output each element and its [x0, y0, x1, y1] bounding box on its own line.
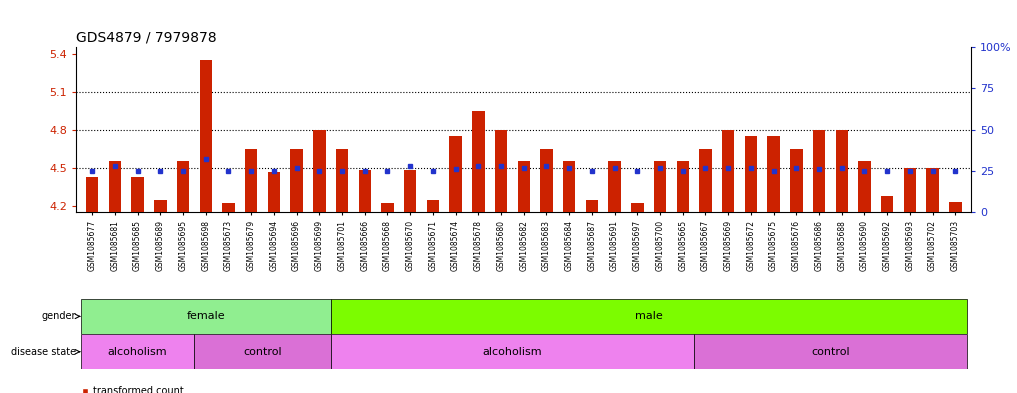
Bar — [291, 149, 303, 212]
Text: gender: gender — [42, 311, 76, 321]
Bar — [223, 203, 235, 212]
Bar — [472, 111, 484, 212]
Bar — [540, 149, 552, 212]
Text: control: control — [812, 347, 850, 357]
Bar — [881, 196, 894, 212]
Bar — [177, 162, 189, 212]
Bar — [331, 299, 967, 334]
Bar — [632, 203, 644, 212]
Bar — [654, 162, 666, 212]
Bar — [199, 60, 212, 212]
Bar — [194, 334, 331, 369]
Bar — [109, 162, 121, 212]
Bar — [518, 162, 530, 212]
Bar — [836, 130, 848, 212]
Bar — [313, 130, 325, 212]
Bar — [154, 200, 167, 212]
Bar — [245, 149, 257, 212]
Text: disease state: disease state — [11, 347, 76, 357]
Bar — [813, 130, 825, 212]
Text: alcoholism: alcoholism — [483, 347, 542, 357]
Bar — [80, 334, 194, 369]
Bar — [904, 168, 916, 212]
Bar — [722, 130, 734, 212]
Bar — [267, 172, 280, 212]
Legend: transformed count, percentile rank within the sample: transformed count, percentile rank withi… — [81, 386, 257, 393]
Bar — [85, 177, 99, 212]
Bar — [700, 149, 712, 212]
Bar — [131, 177, 143, 212]
Text: alcoholism: alcoholism — [108, 347, 168, 357]
Bar — [949, 202, 962, 212]
Bar — [495, 130, 507, 212]
Bar — [381, 203, 394, 212]
Bar — [450, 136, 462, 212]
Bar — [331, 334, 695, 369]
Text: male: male — [635, 311, 662, 321]
Bar — [608, 162, 620, 212]
Bar — [404, 170, 416, 212]
Text: GDS4879 / 7979878: GDS4879 / 7979878 — [76, 31, 217, 44]
Bar — [790, 149, 802, 212]
Bar — [359, 170, 371, 212]
Bar — [676, 162, 689, 212]
Bar — [744, 136, 757, 212]
Bar — [858, 162, 871, 212]
Bar — [427, 200, 439, 212]
Bar — [926, 168, 939, 212]
Bar — [695, 334, 967, 369]
Bar — [768, 136, 780, 212]
Text: control: control — [243, 347, 282, 357]
Bar — [80, 299, 331, 334]
Bar — [563, 162, 576, 212]
Bar — [586, 200, 598, 212]
Bar — [336, 149, 348, 212]
Text: female: female — [186, 311, 225, 321]
